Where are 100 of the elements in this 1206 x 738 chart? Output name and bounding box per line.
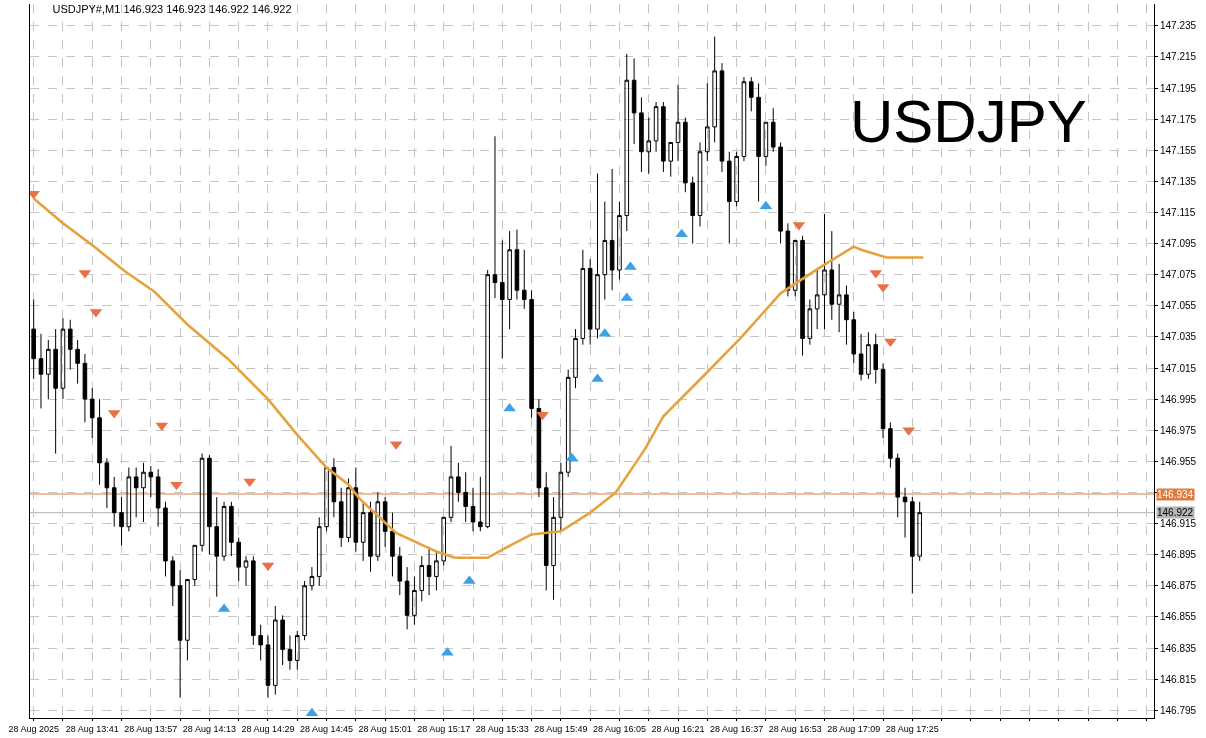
candlestick (53, 328, 58, 455)
candlestick (390, 512, 395, 577)
candlestick (155, 468, 161, 528)
candlestick (324, 467, 329, 532)
candlestick (858, 333, 864, 381)
candlestick (434, 551, 439, 591)
candlestick (207, 454, 212, 556)
candlestick (338, 487, 344, 548)
candlestick (910, 496, 915, 595)
candlestick (97, 398, 102, 486)
x-tick-label: 28 Aug 16:05 (592, 723, 646, 734)
y-tick-label: 146.975 (1160, 424, 1197, 436)
y-tick-label: 147.175 (1160, 113, 1197, 125)
point (243, 478, 257, 488)
y-tick-label: 147.235 (1160, 20, 1197, 32)
candlestick (683, 117, 688, 193)
candlestick (375, 491, 381, 562)
candlestick (456, 462, 461, 503)
candlestick (46, 339, 51, 400)
candlestick (873, 333, 879, 385)
candlestick (880, 362, 886, 439)
candlestick (500, 239, 505, 360)
candlestick (712, 36, 717, 143)
candlestick (807, 299, 813, 346)
candlestick (492, 135, 498, 299)
candlestick (690, 176, 695, 245)
y-tick-label: 147.055 (1160, 300, 1197, 312)
candlestick (595, 173, 600, 339)
candlestick (529, 289, 534, 419)
candlestick (75, 339, 80, 385)
candlestick (229, 501, 234, 557)
candlestick (126, 467, 132, 532)
candlestick (397, 546, 403, 596)
candlestick (287, 635, 293, 671)
ref-line-label: 146.922 (1157, 507, 1194, 518)
candlestick (463, 471, 468, 523)
point (155, 422, 169, 432)
point (170, 481, 183, 491)
annotation: USDJPY (850, 88, 1087, 155)
candlestick (199, 453, 205, 553)
y-tick-label: 146.895 (1160, 549, 1197, 561)
candlestick (800, 235, 805, 357)
candlestick (851, 311, 857, 364)
candlestick (902, 487, 908, 539)
y-tick-label: 147.135 (1160, 175, 1197, 187)
x-tick-label: 28 Aug 14:45 (300, 723, 354, 734)
y-tick-label: 146.915 (1160, 518, 1197, 530)
candlestick (814, 269, 820, 330)
candlestick (551, 496, 556, 601)
y-tick-label: 146.875 (1160, 580, 1197, 592)
candlestick (419, 555, 425, 602)
candlestick (331, 457, 337, 518)
candlestick (251, 555, 256, 646)
x-tick-label: 28 Aug 16:37 (710, 723, 764, 734)
y-tick-label: 147.155 (1160, 144, 1197, 156)
y-tick-label: 147.015 (1160, 362, 1197, 374)
candlestick (111, 476, 117, 528)
candlestick (836, 263, 842, 333)
candlestick (829, 230, 835, 321)
x-tick-label: 28 Aug 14:13 (182, 723, 236, 734)
candlestick (888, 421, 893, 469)
y-tick-label: 146.815 (1160, 673, 1197, 685)
x-tick-label: 28 Aug 13:41 (65, 723, 119, 734)
candlestick (119, 496, 124, 546)
y-tick-label: 146.835 (1160, 642, 1197, 654)
candlestick (170, 555, 176, 607)
candlestick (719, 62, 725, 173)
candlestick (185, 579, 190, 661)
candlestick (646, 117, 652, 175)
y-tick-label: 147.115 (1160, 206, 1196, 218)
y-tick-label: 147.095 (1160, 238, 1197, 250)
candlestick (38, 333, 44, 409)
candlestick (661, 101, 666, 173)
candlestick (82, 353, 88, 423)
candlestick (822, 213, 827, 330)
candlestick (133, 467, 139, 518)
candlestick (141, 462, 146, 523)
x-tick-label: 28 Aug 15:01 (358, 723, 412, 734)
candlestick (309, 566, 315, 591)
point (536, 411, 549, 421)
candlestick (177, 569, 183, 699)
candlestick (558, 462, 564, 532)
point (261, 562, 275, 572)
candlestick (675, 84, 681, 162)
candlestick (609, 168, 615, 291)
candlestick (148, 465, 154, 498)
candlestick (756, 82, 761, 203)
candlestick (163, 501, 168, 577)
candlestick (521, 249, 527, 310)
candlestick (917, 501, 922, 562)
candlestick (741, 76, 747, 162)
y-tick-label: 147.195 (1160, 82, 1197, 94)
x-tick-label: 28 Aug 15:33 (475, 723, 529, 734)
chart-title: USDJPY#,M1 146.923 146.923 146.922 146.922 (52, 2, 292, 15)
candlestick (412, 575, 417, 626)
x-tick-label: 28 Aug 14:29 (241, 723, 295, 734)
candlestick (258, 624, 263, 661)
point (884, 338, 897, 348)
candlestick (895, 453, 901, 518)
candlestick (67, 319, 73, 371)
